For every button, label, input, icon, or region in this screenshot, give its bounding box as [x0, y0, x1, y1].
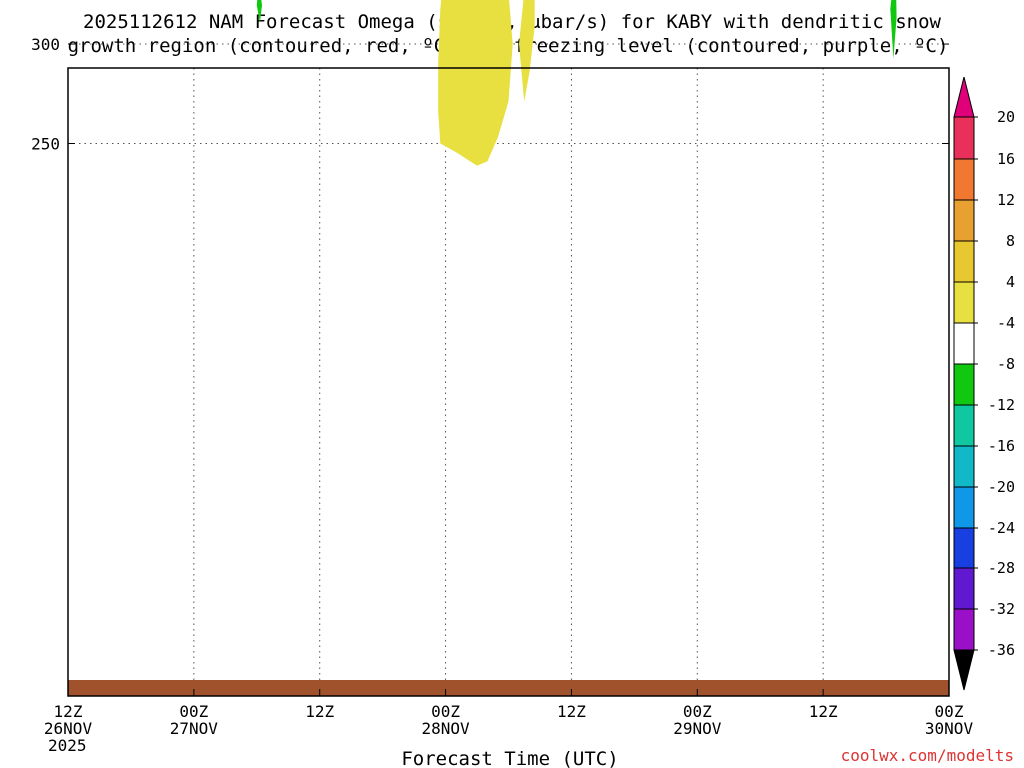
- x-tick-label: 00Z: [683, 702, 712, 721]
- colorbar-label: -16: [988, 437, 1015, 455]
- shaded-region: [438, 0, 513, 166]
- x-tick-label: 12Z: [557, 702, 586, 721]
- colorbar-segment: [953, 322, 975, 365]
- colorbar-segment: [953, 486, 975, 529]
- chart-title-line1: 2025112612 NAM Forecast Omega (shaded, μ…: [83, 11, 941, 33]
- ground-rect: [68, 680, 949, 696]
- colorbar-label: -12: [988, 396, 1015, 414]
- colorbar-label: 20: [997, 108, 1015, 126]
- colorbar-bottom-triangle: [953, 649, 975, 691]
- colorbar: 20 16 12 8 4 -4 -8 -12 -16 -20 -24 -28 -32 -36: [953, 76, 1015, 691]
- x-tick-label: 00Z: [935, 702, 964, 721]
- colorbar-label: -8: [997, 355, 1015, 373]
- x-tick-label: 00Z: [179, 702, 208, 721]
- colorbar-segment: [953, 116, 975, 160]
- colorbar-segment: [953, 404, 975, 447]
- colorbar-segment: [953, 445, 975, 488]
- colorbar-label: -24: [988, 519, 1015, 537]
- colorbar-segment: [953, 281, 975, 324]
- x-tick-label: 28NOV: [421, 719, 470, 738]
- x-tick-label: 27NOV: [170, 719, 219, 738]
- colorbar-segment: [953, 527, 975, 569]
- colorbar-segment: [953, 608, 975, 651]
- shaded-region: [256, 0, 262, 23]
- colorbar-label: 12: [997, 191, 1015, 209]
- x-tick-label: 30NOV: [925, 719, 974, 738]
- colorbar-label: -20: [988, 478, 1015, 496]
- x-tick-label: 29NOV: [673, 719, 722, 738]
- ground-strip: [68, 680, 949, 696]
- x-tick-label: 12Z: [809, 702, 838, 721]
- colorbar-label: -28: [988, 559, 1015, 577]
- credit-text: coolwx.com/modelts: [841, 746, 1014, 765]
- colorbar-label: 4: [1006, 273, 1015, 291]
- colorbar-segment: [953, 363, 975, 406]
- colorbar-label: -32: [988, 600, 1015, 618]
- x-tick-label: 00Z: [431, 702, 460, 721]
- y-tick-label: 250: [31, 135, 60, 154]
- x-tick-label: 2025: [48, 736, 87, 755]
- y-tick-label: 300: [31, 35, 60, 54]
- shaded-region: [519, 0, 535, 102]
- colorbar-label: -36: [988, 641, 1015, 659]
- colorbar-segment: [953, 158, 975, 201]
- x-axis-label: Forecast Time (UTC): [401, 748, 618, 768]
- x-tick-label: 26NOV: [44, 719, 93, 738]
- colorbar-label: 16: [997, 150, 1015, 168]
- colorbar-label: -4: [997, 314, 1015, 332]
- colorbar-segment: [953, 240, 975, 283]
- x-tick-label: 12Z: [305, 702, 334, 721]
- colorbar-label: 8: [1006, 232, 1015, 250]
- plot-frame: [67, 67, 950, 697]
- y-axis-ticks: 2503003504004505005506006507007508008509…: [31, 35, 949, 154]
- x-tick-label: 12Z: [54, 702, 83, 721]
- omega-shading: [256, 0, 897, 166]
- colorbar-segment: [953, 199, 975, 242]
- plot-background: [68, 68, 949, 696]
- shaded-region: [890, 0, 897, 59]
- colorbar-segment: [953, 567, 975, 610]
- colorbar-top-triangle: [953, 76, 975, 118]
